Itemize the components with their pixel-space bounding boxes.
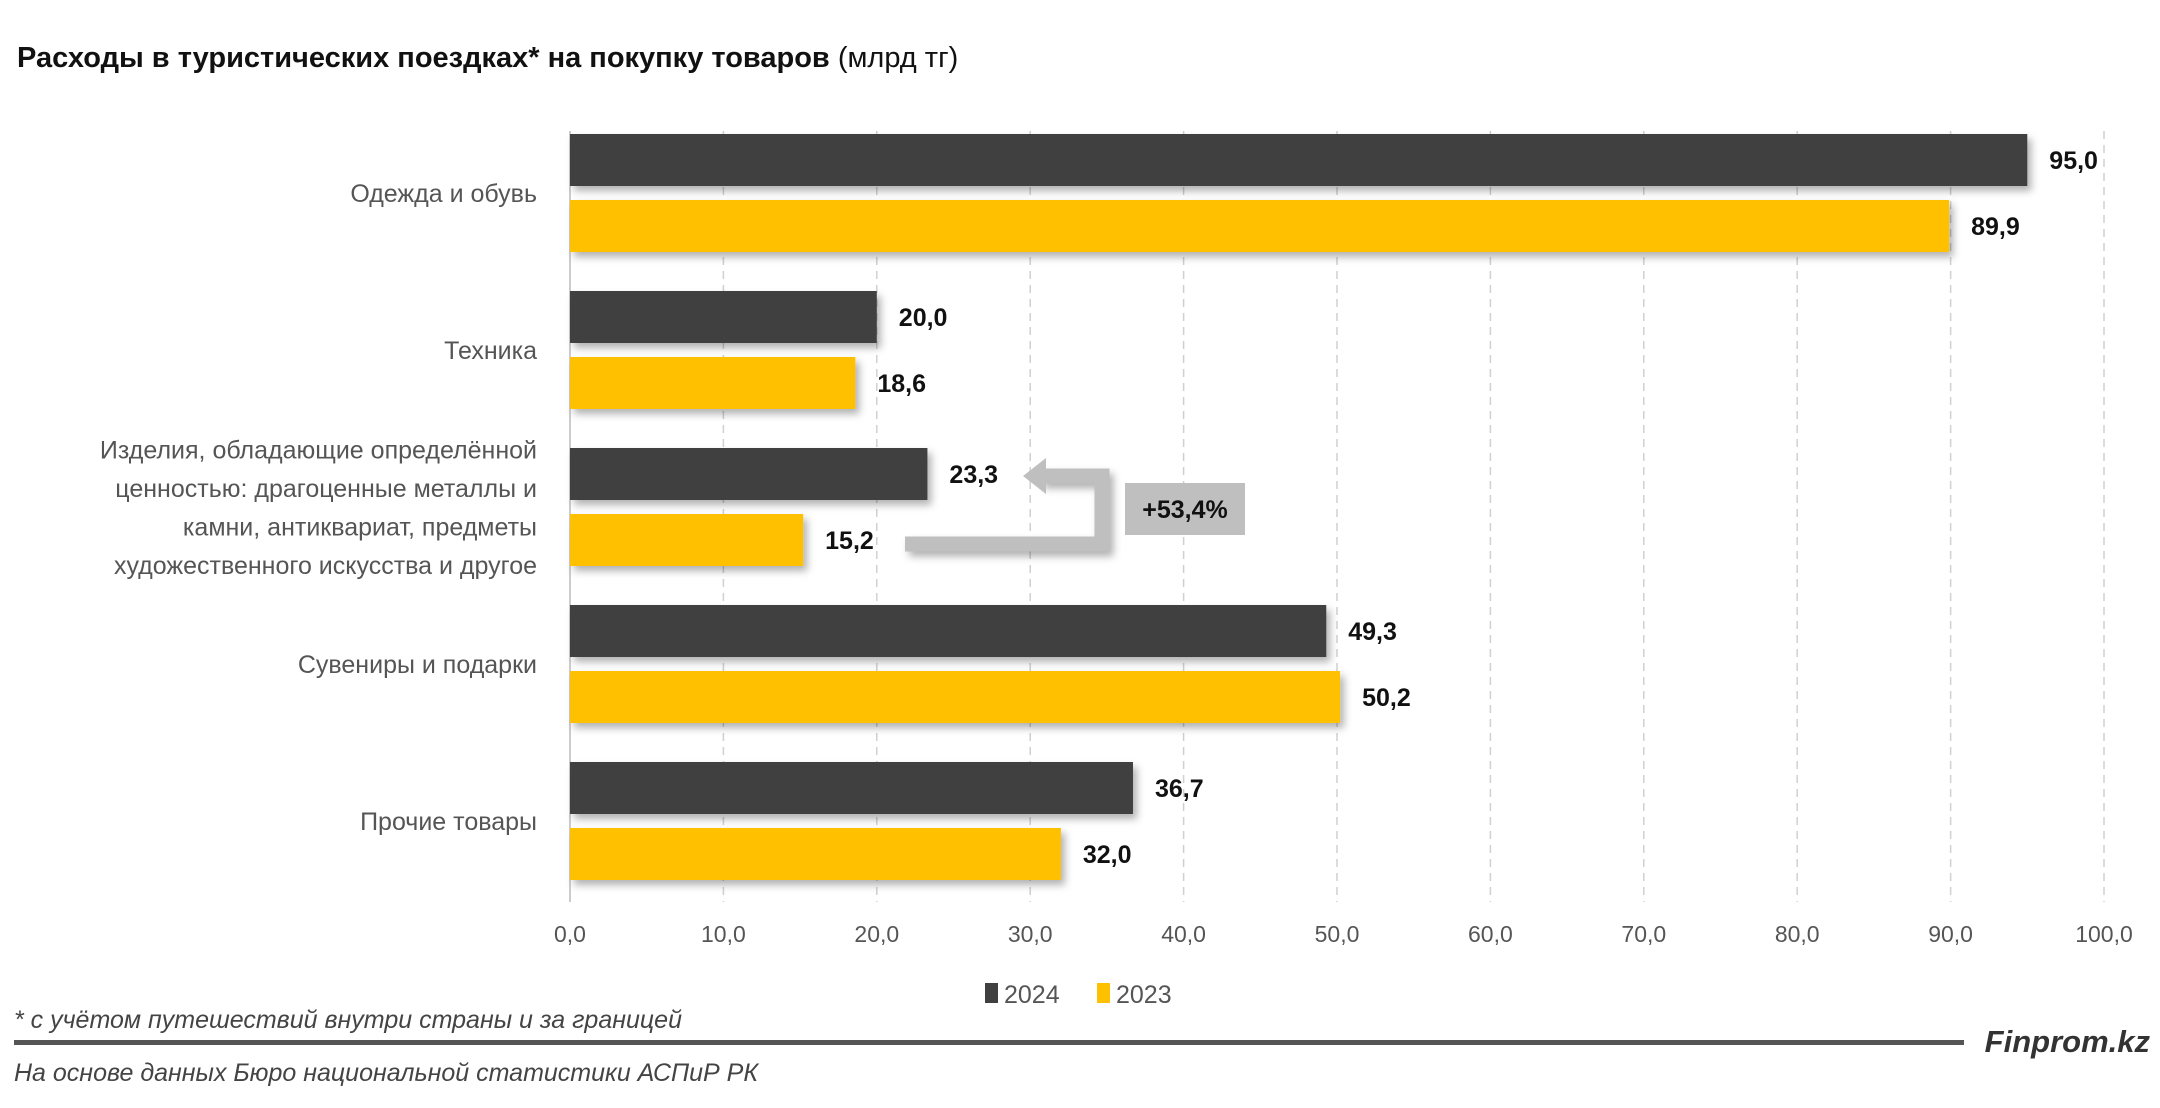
legend-label: 2023 [1116,981,1172,1009]
footer-divider [14,1040,1964,1045]
data-label: 20,0 [899,304,948,332]
x-tick-label: 100,0 [2075,921,2133,947]
x-tick-label: 0,0 [554,921,586,947]
bar-2024 [570,134,2028,186]
footnote: * с учётом путешествий внутри страны и з… [14,1006,682,1034]
x-tick-label: 40,0 [1161,921,1206,947]
change-label: +53,4% [1142,496,1228,524]
title-unit: (млрд тг) [838,42,958,74]
change-badge [1125,483,1245,535]
category-label: Сувениры и подарки [298,651,537,679]
x-tick-label: 90,0 [1928,921,1973,947]
bar-2023 [570,514,804,566]
title-main: Расходы в туристических поездках* на пок… [17,42,830,74]
data-label: 89,9 [1971,213,2020,241]
x-tick-label: 50,0 [1315,921,1360,947]
bar-2024 [570,291,877,343]
data-label: 23,3 [949,461,998,489]
legend: 2024 2023 [985,981,1172,1009]
change-arrowhead [1023,458,1046,494]
chart-title: Расходы в туристических поездках* на пок… [17,42,958,74]
category-label: ценностью: драгоценные металлы и [115,475,537,503]
category-label: Техника [444,337,537,365]
data-label: 95,0 [2049,147,2098,175]
x-tick-label: 30,0 [1008,921,1053,947]
bar-2023 [570,357,856,409]
legend-swatch-2023 [1097,983,1110,1003]
legend-swatch-2024 [985,983,998,1003]
category-label: Прочие товары [360,808,537,836]
source-note: На основе данных Бюро национальной стати… [14,1059,759,1087]
bars: 95,0 89,9 20,0 18,6 23,3 15,2 49,3 50,2 36,7 32,0 [570,134,2098,880]
bar-2023 [570,200,1950,252]
change-annotation: +53,4% [905,458,1245,552]
bar-2024 [570,762,1133,814]
brand-logo: Finprom.kz [1985,1024,2151,1059]
change-arrow [905,468,1110,552]
data-label: 18,6 [877,370,926,398]
data-label: 32,0 [1083,841,1132,869]
legend-label: 2024 [1004,981,1060,1009]
gridlines [569,131,2105,902]
x-tick-label: 10,0 [701,921,746,947]
category-label: камни, антиквариат, предметы [183,513,537,541]
x-tick-label: 70,0 [1621,921,1666,947]
data-label: 15,2 [825,527,874,555]
category-label: Изделия, обладающие определённой [100,436,537,464]
bar-2023 [570,671,1341,723]
data-label: 49,3 [1348,618,1397,646]
x-tick-label: 20,0 [854,921,899,947]
x-tick-label: 80,0 [1775,921,1820,947]
x-tick-label: 60,0 [1468,921,1513,947]
bar-2024 [570,448,928,500]
category-label: художественного искусства и другое [114,552,537,580]
category-labels: Одежда и обувь Техника Изделия, обладающие… [100,180,537,836]
bar-2024 [570,605,1327,657]
bar-2023 [570,828,1061,880]
data-label: 36,7 [1155,775,1204,803]
x-axis-ticks: 0,0 10,0 20,0 30,0 40,0 50,0 60,0 70,0 80,0 90,0 1… [554,921,2133,947]
category-label: Одежда и обувь [350,180,537,208]
data-label: 50,2 [1362,684,1411,712]
